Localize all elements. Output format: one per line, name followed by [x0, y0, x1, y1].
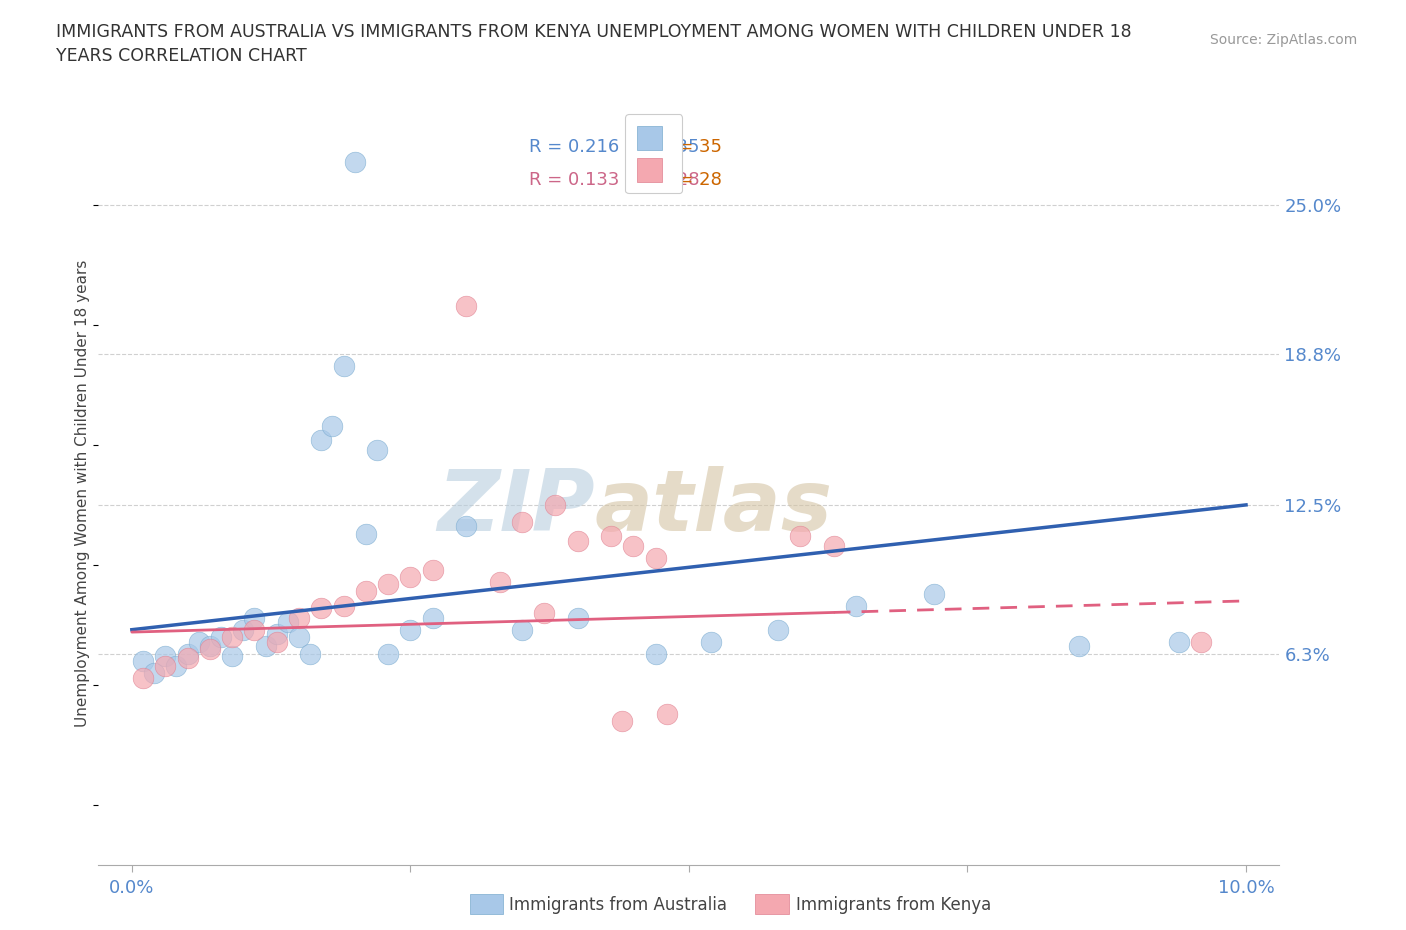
Point [488, 574, 510, 589]
Text: R = 0.133   N = 28: R = 0.133 N = 28 [530, 171, 700, 190]
Text: N = 28: N = 28 [659, 171, 723, 190]
Point [700, 634, 723, 649]
Point [1067, 639, 1090, 654]
Point [209, 630, 232, 644]
Point [1168, 634, 1191, 649]
Text: Immigrants from Australia: Immigrants from Australia [509, 896, 727, 914]
Point [332, 358, 354, 373]
Point [399, 622, 422, 637]
Text: atlas: atlas [595, 466, 832, 550]
Point [187, 634, 209, 649]
Text: Source: ZipAtlas.com: Source: ZipAtlas.com [1209, 33, 1357, 46]
Point [243, 610, 266, 625]
Point [165, 658, 187, 673]
Point [176, 651, 198, 666]
Point [198, 642, 221, 657]
Point [243, 622, 266, 637]
Point [644, 646, 666, 661]
Point [266, 627, 288, 642]
Point [422, 563, 444, 578]
Point [132, 654, 155, 669]
Text: IMMIGRANTS FROM AUSTRALIA VS IMMIGRANTS FROM KENYA UNEMPLOYMENT AMONG WOMEN WITH: IMMIGRANTS FROM AUSTRALIA VS IMMIGRANTS … [56, 23, 1132, 65]
Text: Immigrants from Kenya: Immigrants from Kenya [796, 896, 991, 914]
Point [456, 299, 478, 313]
Point [544, 498, 567, 512]
Point [232, 622, 254, 637]
Point [343, 154, 366, 169]
Point [332, 598, 354, 613]
Point [567, 610, 589, 625]
Point [309, 432, 332, 447]
Point [922, 586, 945, 601]
Point [510, 622, 533, 637]
Point [288, 610, 311, 625]
Point [766, 622, 789, 637]
Point [221, 648, 243, 663]
Text: N = 35: N = 35 [659, 138, 723, 156]
Point [422, 610, 444, 625]
Point [1191, 634, 1213, 649]
Point [789, 528, 811, 543]
Point [309, 601, 332, 616]
Point [132, 671, 155, 685]
Text: ZIP: ZIP [437, 466, 595, 550]
Point [567, 534, 589, 549]
Point [610, 713, 633, 728]
Point [354, 584, 377, 599]
Point [621, 538, 644, 553]
Point [823, 538, 845, 553]
Point [655, 706, 678, 721]
Point [254, 639, 277, 654]
Text: 0.0%: 0.0% [110, 879, 155, 897]
Point [366, 443, 388, 458]
Point [399, 569, 422, 584]
Point [155, 658, 177, 673]
Point [644, 551, 666, 565]
Point [510, 514, 533, 529]
Point [456, 519, 478, 534]
Point [176, 646, 198, 661]
Point [533, 605, 555, 620]
Y-axis label: Unemployment Among Women with Children Under 18 years: Unemployment Among Women with Children U… [75, 259, 90, 726]
Point [266, 634, 288, 649]
Point [155, 648, 177, 663]
Point [600, 528, 623, 543]
Point [321, 418, 343, 433]
Point [288, 630, 311, 644]
Point [299, 646, 322, 661]
Legend: , : , [626, 114, 682, 193]
Point [845, 598, 868, 613]
Text: 10.0%: 10.0% [1218, 879, 1274, 897]
Point [221, 630, 243, 644]
Point [143, 666, 166, 681]
Point [354, 526, 377, 541]
Point [377, 577, 399, 591]
Text: R = 0.216   N = 35: R = 0.216 N = 35 [530, 138, 700, 156]
Point [198, 639, 221, 654]
Point [277, 615, 299, 630]
Point [377, 646, 399, 661]
